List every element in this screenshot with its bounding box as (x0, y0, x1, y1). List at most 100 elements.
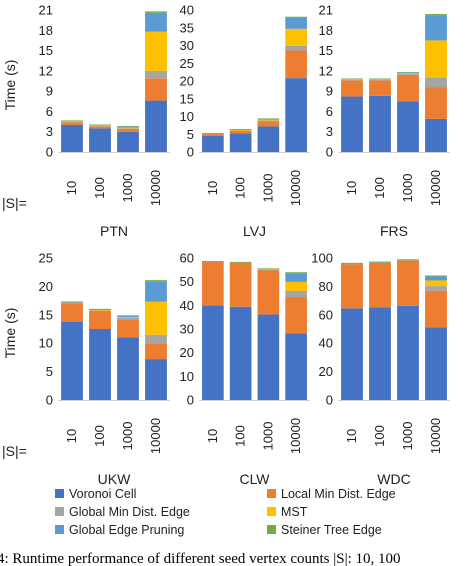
bar-segment-mst (117, 317, 139, 318)
bar-segment-local-min (285, 297, 307, 334)
panel-label-frs: FRS (380, 223, 408, 239)
bar-segment-global-min (425, 77, 447, 88)
legend-item-voronoi: Voronoi Cell (55, 487, 136, 501)
y-tick-label: 10 (39, 336, 53, 351)
bar-segment-mst (285, 281, 307, 291)
chart-panel-wdc: 0 20 40 60 80 100 10 100 1000 10000 WDC (311, 251, 450, 487)
bar-segment-local-min (117, 319, 139, 338)
x-tick-label: 10 (64, 429, 79, 443)
legend-swatch (55, 507, 64, 516)
y-tick-label: 25 (39, 251, 53, 266)
y-tick-label: 35 (180, 20, 194, 35)
y-tick-label: 20 (39, 279, 53, 294)
bar-segment-voronoi (257, 126, 280, 152)
seed-count-label: |S|= (2, 195, 27, 211)
bar-segment-voronoi (229, 306, 252, 400)
chart-panel-clw: 0 10 20 30 40 50 60 10 100 1000 10000 CLW (180, 251, 310, 487)
y-tick-label: 12 (39, 63, 53, 78)
chart-panel-frs: 0 3 6 9 12 15 18 21 10 100 1000 10000 FRS (319, 3, 450, 239)
bar-segment-global-pruning (257, 118, 280, 120)
y-tick-label: 15 (180, 91, 194, 106)
y-tick-label: 20 (319, 364, 333, 379)
bar-segment-voronoi (202, 136, 224, 152)
bar-segment-voronoi (285, 333, 307, 400)
bar-segment-steiner (285, 272, 307, 274)
y-axis-title: Time (s) (2, 60, 18, 111)
y-tick-label: 20 (180, 74, 194, 89)
bar-segment-local-min (257, 121, 280, 127)
bar-segment-steiner (341, 78, 363, 80)
bar-segment-mst (145, 301, 167, 335)
bar-segment-global-min (285, 290, 307, 298)
bar-segment-mst (257, 119, 280, 121)
bar-segment-mst (61, 302, 83, 304)
bar-segment-steiner (369, 78, 391, 80)
bar-segment-steiner (61, 301, 83, 303)
bar-segment-steiner (117, 126, 139, 127)
y-tick-label: 50 (180, 274, 194, 289)
bar-segment-steiner (257, 268, 280, 270)
bar-segment-local-min (369, 262, 391, 308)
y-axis-title: Time (s) (2, 308, 18, 359)
x-tick-label: 1000 (400, 174, 415, 203)
x-tick-label: 1000 (260, 174, 275, 203)
bar-segment-mst (202, 133, 224, 134)
y-tick-label: 0 (46, 145, 53, 160)
x-tick-label: 10 (205, 181, 220, 195)
bar-segment-mst (425, 280, 447, 287)
panel-label-ptn: PTN (100, 223, 128, 239)
y-tick-label: 30 (180, 322, 194, 337)
bar-segment-local-min (397, 260, 419, 306)
y-tick-label: 40 (180, 298, 194, 313)
legend-swatch (55, 525, 64, 534)
x-tick-label: 10000 (428, 170, 443, 206)
bar-segment-local-min (117, 129, 139, 132)
bar-segment-steiner (341, 262, 363, 264)
bar-segment-voronoi (425, 118, 447, 152)
x-tick-label: 10 (344, 429, 359, 443)
legend-label: Voronoi Cell (69, 487, 136, 501)
bar-segment-mst (397, 72, 419, 74)
bar-segment-mst (285, 28, 307, 46)
x-tick-label: 10 (205, 429, 220, 443)
bar-segment-global-min (257, 120, 280, 122)
bar-segment-global-pruning (285, 17, 307, 29)
y-tick-label: 10 (180, 109, 194, 124)
bar-segment-steiner (202, 260, 224, 262)
bar-segment-local-min (229, 130, 252, 134)
y-tick-label: 9 (326, 84, 333, 99)
bar-segment-local-min (285, 50, 307, 79)
seed-count-label: |S|= (2, 443, 27, 459)
bar-segment-steiner (397, 72, 419, 73)
bar-segment-voronoi (145, 359, 167, 400)
bar-segment-global-min (117, 128, 139, 130)
y-tick-label: 40 (180, 3, 194, 18)
bar-segment-voronoi (341, 308, 363, 400)
legend-item-mst: MST (267, 505, 308, 519)
bar-segment-global-pruning (369, 261, 391, 263)
x-tick-label: 10 (64, 181, 79, 195)
bar-segment-global-pruning (61, 302, 83, 303)
legend-item-steiner: Steiner Tree Edge (267, 523, 382, 537)
bar-segment-mst (145, 31, 167, 71)
legend-item-local-min: Local Min Dist. Edge (267, 487, 396, 501)
bar-segment-steiner (89, 124, 111, 126)
bar-segment-global-pruning (425, 276, 447, 281)
y-tick-label: 9 (46, 84, 53, 99)
bar-segment-global-pruning (341, 263, 363, 264)
x-tick-label: 10 (344, 181, 359, 195)
bar-segment-steiner (117, 315, 139, 316)
bar-segment-voronoi (202, 305, 224, 400)
bar-segment-voronoi (397, 305, 419, 400)
bar-segment-steiner (397, 259, 419, 260)
y-tick-label: 3 (326, 124, 333, 139)
bar-segment-global-pruning (285, 273, 307, 282)
y-tick-label: 6 (326, 104, 333, 119)
bar-segment-mst (369, 79, 391, 80)
bar-segment-steiner (285, 16, 307, 18)
y-tick-label: 15 (39, 307, 53, 322)
bar-segment-steiner (145, 11, 167, 13)
bar-segment-mst (89, 309, 111, 311)
bar-segment-global-min (145, 70, 167, 79)
